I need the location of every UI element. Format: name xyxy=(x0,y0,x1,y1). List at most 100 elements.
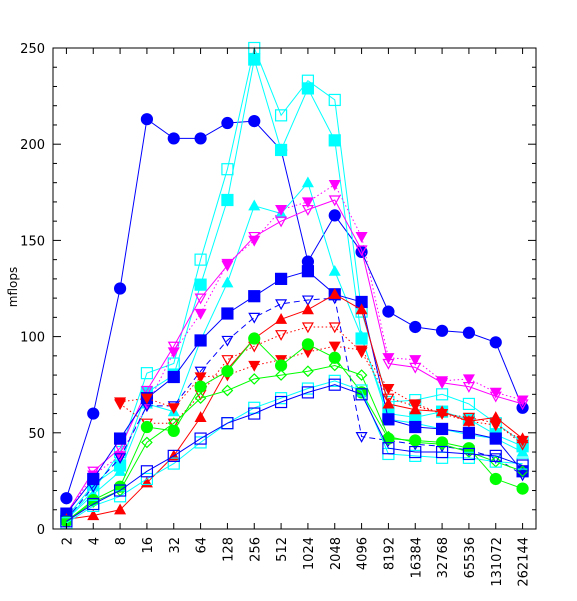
data-point xyxy=(274,109,288,122)
plot-frame xyxy=(52,47,537,530)
series-10-line xyxy=(119,326,523,445)
series-2 xyxy=(60,41,529,526)
series-8 xyxy=(60,293,529,526)
data-point xyxy=(328,322,341,334)
data-point xyxy=(248,199,261,211)
data-point xyxy=(516,459,529,472)
series-1-line xyxy=(65,118,524,499)
x-tick-label: 4096 xyxy=(356,537,371,570)
data-point xyxy=(301,303,314,315)
data-point xyxy=(275,216,288,228)
data-point xyxy=(87,497,100,511)
data-point xyxy=(328,359,341,372)
data-point xyxy=(328,93,341,107)
x-tick-label: 1024 xyxy=(302,537,317,570)
data-point xyxy=(140,393,153,405)
data-point xyxy=(167,457,180,470)
data-point xyxy=(275,330,288,341)
data-point xyxy=(328,378,341,391)
x-tick-label: 4 xyxy=(87,537,102,545)
data-point xyxy=(87,407,100,420)
y-tick-label: 200 xyxy=(20,138,45,153)
series-5 xyxy=(60,180,529,520)
data-point xyxy=(462,412,475,424)
data-point xyxy=(194,372,207,384)
data-point xyxy=(328,209,341,222)
data-point xyxy=(328,134,341,147)
x-tick-label: 128 xyxy=(221,537,236,562)
data-point xyxy=(516,482,529,495)
data-point xyxy=(194,432,207,445)
series-3 xyxy=(60,53,529,524)
data-point xyxy=(194,334,207,347)
data-point xyxy=(436,438,448,451)
data-point xyxy=(328,264,341,276)
x-tick-label: 65536 xyxy=(463,537,478,578)
data-point xyxy=(87,509,100,521)
data-point xyxy=(409,362,422,374)
data-point xyxy=(87,466,100,478)
data-point xyxy=(463,446,475,458)
data-point xyxy=(301,338,315,351)
data-point xyxy=(516,432,529,444)
data-point xyxy=(275,313,288,324)
series-14-line xyxy=(66,380,523,524)
series-7 xyxy=(60,265,529,520)
data-point xyxy=(113,432,127,445)
data-point xyxy=(113,282,127,295)
y-tick-label: 250 xyxy=(20,42,45,57)
y-tick-label: 0 xyxy=(37,523,45,538)
series-4-line xyxy=(66,181,523,520)
data-point xyxy=(140,367,154,380)
data-point xyxy=(328,195,341,207)
x-tick-label: 256 xyxy=(248,537,263,562)
data-point xyxy=(382,432,395,445)
data-point xyxy=(221,116,234,130)
data-point xyxy=(221,276,234,288)
data-point xyxy=(248,407,261,420)
data-point xyxy=(301,205,314,216)
data-point xyxy=(140,465,154,478)
data-point xyxy=(489,387,502,399)
data-point xyxy=(194,392,207,405)
data-point xyxy=(140,472,154,486)
series-15 xyxy=(60,378,529,528)
data-point xyxy=(275,299,288,311)
data-point xyxy=(462,397,476,411)
data-point xyxy=(248,231,261,243)
data-point xyxy=(114,453,127,465)
x-tick-label: 32 xyxy=(168,537,183,554)
data-point xyxy=(248,373,261,385)
x-tick-label: 32768 xyxy=(436,537,451,578)
data-point xyxy=(382,353,395,364)
data-point xyxy=(301,82,315,95)
data-point xyxy=(275,205,288,216)
data-point xyxy=(248,332,261,345)
x-tick-label: 8192 xyxy=(382,537,397,570)
series-15-line xyxy=(66,384,523,522)
data-point xyxy=(248,290,261,303)
data-point xyxy=(301,322,314,334)
data-point xyxy=(167,417,180,430)
data-point xyxy=(274,359,288,372)
data-point xyxy=(114,503,127,515)
data-point xyxy=(194,380,207,393)
data-point xyxy=(409,420,422,434)
data-point xyxy=(221,335,234,347)
data-point xyxy=(194,411,207,423)
data-point xyxy=(114,465,127,476)
data-point xyxy=(355,245,368,257)
data-point xyxy=(328,180,341,191)
series-12 xyxy=(60,332,529,528)
y-tick-label: 50 xyxy=(28,427,45,442)
data-point xyxy=(489,432,502,445)
x-tick-label: 512 xyxy=(275,537,290,562)
data-point xyxy=(301,176,314,188)
series-3-line xyxy=(66,59,523,518)
data-point xyxy=(516,445,529,457)
data-point xyxy=(221,384,234,397)
x-tick-label: 16384 xyxy=(409,537,424,578)
data-point xyxy=(462,426,476,439)
data-point xyxy=(140,113,154,126)
